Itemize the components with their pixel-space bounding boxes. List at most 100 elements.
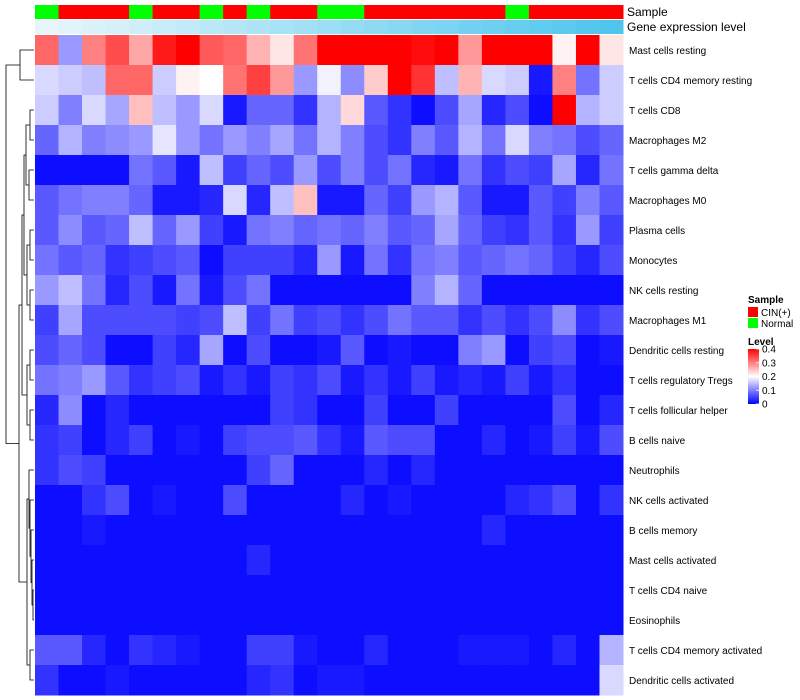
heatmap-cell: [552, 425, 577, 456]
sample-track-cell: [317, 5, 342, 19]
heatmap-cell: [199, 155, 224, 186]
heatmap-cell: [105, 575, 130, 606]
heatmap-cell: [481, 215, 506, 246]
heatmap-cell: [105, 35, 130, 66]
heatmap-cell: [599, 665, 624, 696]
heatmap-cell: [58, 335, 83, 366]
heatmap-cell: [552, 125, 577, 156]
heatmap-cell: [129, 245, 154, 276]
heatmap-cell: [481, 65, 506, 96]
heatmap-cell: [505, 125, 530, 156]
heatmap-cell: [552, 185, 577, 216]
dendrogram-branch: [23, 154, 27, 276]
heatmap-cell: [340, 305, 365, 336]
sample-track-cell: [129, 5, 154, 19]
heatmap-cell: [58, 605, 83, 636]
heatmap-cell: [434, 605, 459, 636]
heatmap-cell: [105, 65, 130, 96]
heatmap-cell: [176, 665, 201, 696]
expression-level-track-cell: [58, 20, 83, 34]
heatmap-cell: [129, 425, 154, 456]
heatmap-cell: [458, 35, 483, 66]
heatmap-cell: [599, 335, 624, 366]
sample-track-cell: [505, 5, 530, 19]
heatmap-cell: [411, 215, 436, 246]
heatmap-cell: [293, 155, 318, 186]
heatmap-cell: [552, 275, 577, 306]
heatmap-cell: [246, 35, 271, 66]
heatmap-cell: [528, 245, 553, 276]
heatmap-cell: [199, 65, 224, 96]
expression-level-track-cell: [270, 20, 295, 34]
heatmap-cell: [411, 275, 436, 306]
heatmap-cell: [129, 305, 154, 336]
heatmap-cell: [411, 425, 436, 456]
heatmap-cell: [387, 425, 412, 456]
heatmap-cell: [152, 95, 177, 126]
heatmap-cell: [105, 305, 130, 336]
track-label-expression-level: Gene expression level: [627, 20, 746, 34]
heatmap-cell: [317, 575, 342, 606]
heatmap-cell: [364, 65, 389, 96]
heatmap-cell: [58, 125, 83, 156]
heatmap-cell: [458, 635, 483, 666]
heatmap-cell: [270, 245, 295, 276]
expression-level-track-cell: [458, 20, 483, 34]
expression-level-track-cell: [246, 20, 271, 34]
heatmap-cell: [364, 95, 389, 126]
heatmap-cell: [199, 35, 224, 66]
heatmap-cell: [552, 665, 577, 696]
heatmap-cell: [505, 425, 530, 456]
row-label: Macrophages M0: [629, 196, 707, 207]
heatmap-cell: [434, 455, 459, 486]
heatmap-cell: [528, 35, 553, 66]
heatmap-cell: [317, 515, 342, 546]
heatmap-cell: [434, 65, 459, 96]
heatmap-cell: [82, 575, 107, 606]
heatmap-cell: [505, 515, 530, 546]
heatmap-cell: [505, 395, 530, 426]
heatmap-cell: [528, 545, 553, 576]
heatmap-cell: [317, 215, 342, 246]
heatmap-cell: [293, 395, 318, 426]
heatmap-cell: [340, 575, 365, 606]
heatmap-cell: [246, 245, 271, 276]
heatmap-cell: [411, 515, 436, 546]
heatmap-cell: [35, 335, 60, 366]
heatmap-cell: [105, 125, 130, 156]
heatmap-cell: [528, 485, 553, 516]
heatmap-cell: [364, 335, 389, 366]
heatmap-cell: [293, 365, 318, 396]
heatmap-cell: [458, 575, 483, 606]
expression-level-track-cell: [340, 20, 365, 34]
heatmap-cell: [505, 665, 530, 696]
heatmap-cell: [199, 605, 224, 636]
heatmap-cell: [434, 335, 459, 366]
heatmap-cell: [35, 305, 60, 336]
heatmap-cell: [270, 95, 295, 126]
heatmap-cell: [481, 305, 506, 336]
heatmap-cell: [35, 125, 60, 156]
row-label: Dendritic cells resting: [629, 346, 724, 357]
heatmap-cell: [246, 515, 271, 546]
heatmap-cell: [82, 275, 107, 306]
heatmap-cell: [434, 275, 459, 306]
heatmap-cell: [176, 215, 201, 246]
heatmap-cell: [176, 185, 201, 216]
heatmap-cell: [129, 275, 154, 306]
heatmap-cell: [152, 455, 177, 486]
heatmap-cell: [58, 485, 83, 516]
heatmap-cell: [364, 575, 389, 606]
heatmap-cell: [82, 665, 107, 696]
heatmap-cell: [599, 545, 624, 576]
heatmap-cell: [411, 95, 436, 126]
heatmap-cell: [129, 365, 154, 396]
heatmap-cell: [199, 245, 224, 276]
heatmap-cell: [505, 635, 530, 666]
heatmap-cell: [152, 155, 177, 186]
heatmap-cell: [458, 125, 483, 156]
heatmap-cell: [176, 35, 201, 66]
heatmap-cell: [575, 155, 600, 186]
heatmap-cell: [129, 185, 154, 216]
heatmap-cell: [387, 35, 412, 66]
